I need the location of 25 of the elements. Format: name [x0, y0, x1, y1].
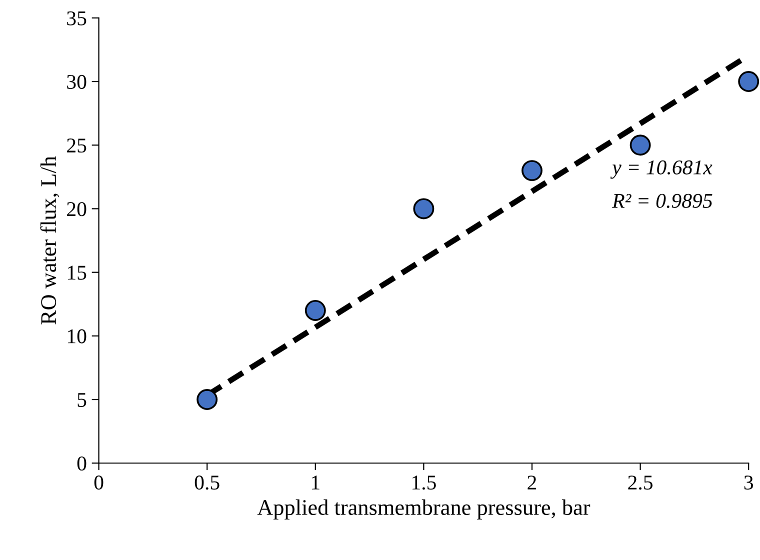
- point: [413, 198, 434, 220]
- y-tick-label: 30: [67, 74, 86, 89]
- x-tick-label: 1.5: [412, 476, 436, 490]
- y-tick-label: 25: [67, 138, 86, 153]
- y-tick-label: 0: [77, 456, 86, 471]
- y-axis-title: RO water flux, L/h: [40, 156, 60, 324]
- x-tick-label: 2.5: [628, 476, 653, 490]
- annotation: y = 10.681x: [610, 160, 712, 179]
- annotation: R² = 0.9895: [612, 194, 712, 208]
- point: [196, 389, 218, 410]
- y-tick-label: 35: [67, 11, 86, 26]
- point: [304, 300, 326, 321]
- x-tick-label: 0: [94, 476, 104, 490]
- y-tick-label: 5: [78, 393, 86, 407]
- x-axis-title: Applied transmembrane pressure, bar: [257, 499, 590, 520]
- y-tick-label: 20: [67, 202, 86, 216]
- x-tick-label: 0.5: [194, 476, 220, 490]
- x-tick-label: 3: [744, 476, 753, 490]
- point: [738, 71, 760, 92]
- point: [630, 134, 651, 156]
- y-tick-label: 10: [68, 329, 86, 344]
- x-tick-label: 2: [528, 476, 536, 490]
- y-tick-label: 15: [68, 266, 86, 280]
- x-tick-label: 1: [312, 476, 320, 490]
- point: [522, 160, 542, 182]
